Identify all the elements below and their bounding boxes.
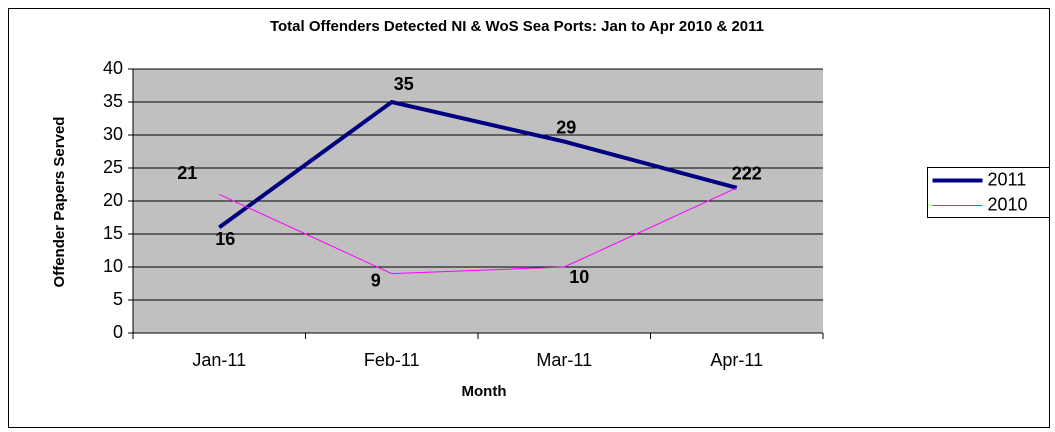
legend-box [927,167,1050,218]
chart-title: Total Offenders Detected NI & WoS Sea Po… [270,18,764,35]
series-line [218,99,738,230]
y-tick-label: 30 [103,124,123,144]
x-tick-label: Apr-11 [710,350,763,370]
x-tick-label: Feb-11 [364,350,420,370]
data-label: 35 [394,74,414,94]
data-label: 21 [177,163,197,183]
y-tick-label: 40 [103,58,123,78]
y-tick-label: 0 [113,322,123,342]
data-label: 22 [742,164,762,184]
series-line [219,187,737,275]
y-tick-label: 5 [113,289,123,309]
x-tick-label: Mar-11 [536,350,592,370]
y-tick-label: 20 [103,190,123,210]
legend-label: 2010 [988,194,1028,214]
y-tick-label: 15 [103,223,123,243]
y-axis-label: Offender Papers Served [51,117,68,288]
data-label: 9 [371,270,381,290]
data-label: 22 [732,164,752,184]
data-label: 16 [215,229,235,249]
y-tick-label: 10 [103,256,123,276]
y-tick-label: 25 [103,157,123,177]
y-tick-label: 35 [103,91,123,111]
x-axis-label: Month [462,383,507,400]
data-label: 29 [556,117,576,137]
data-label: 10 [569,267,589,287]
legend-label: 2011 [988,169,1027,189]
x-tick-label: Jan-11 [192,350,246,370]
